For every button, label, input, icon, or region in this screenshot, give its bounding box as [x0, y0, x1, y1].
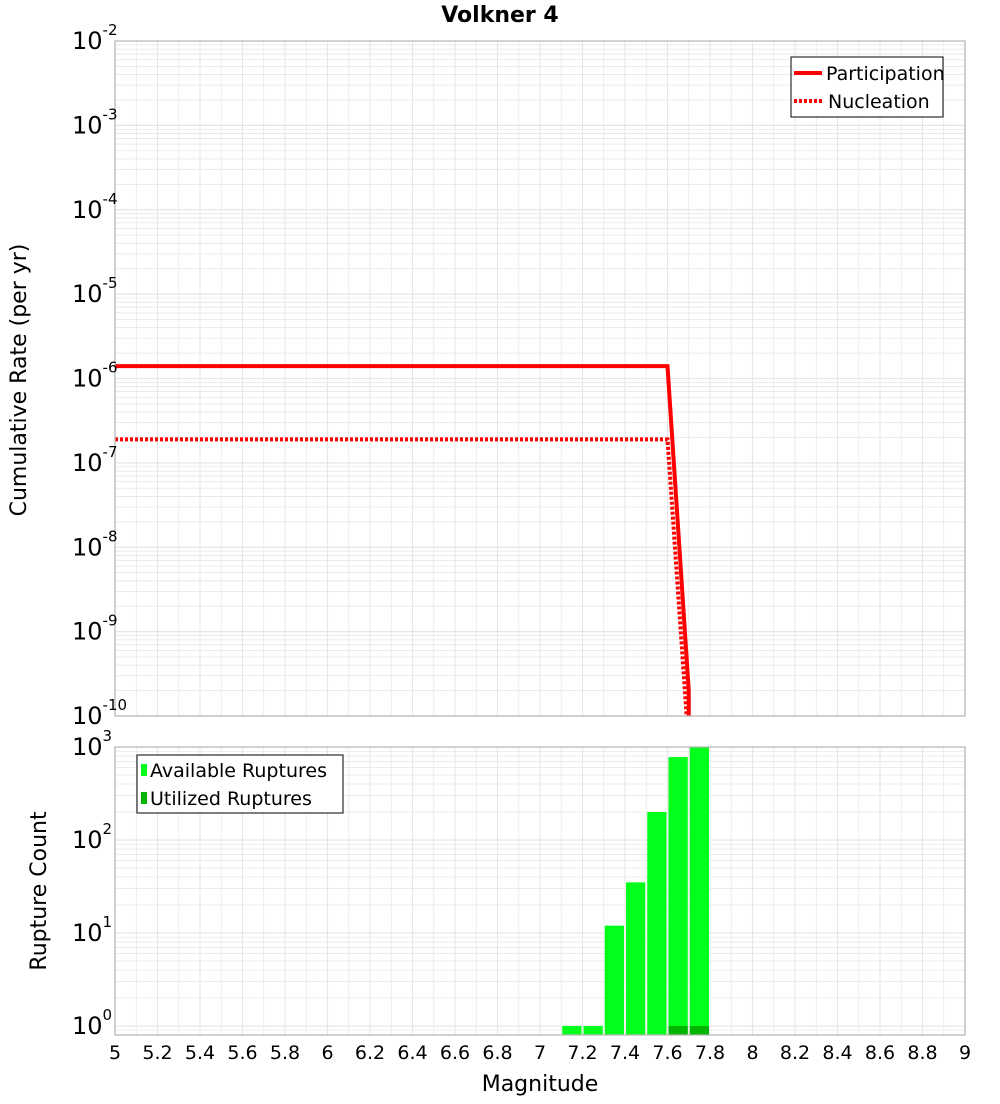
legend-swatch: [141, 764, 147, 776]
y-tick-label: 10-4: [72, 190, 118, 224]
x-tick-label: 8: [746, 1042, 758, 1064]
bottom-y-axis-label: Rupture Count: [27, 811, 52, 971]
x-tick-label: 6: [321, 1042, 333, 1064]
x-axis-label: Magnitude: [482, 1072, 599, 1097]
bar-available: [647, 812, 667, 1035]
x-tick-label: 6.8: [482, 1042, 512, 1064]
x-tick-label: 8.8: [907, 1042, 937, 1064]
x-tick-label: 6.2: [355, 1042, 385, 1064]
top-y-axis-label: Cumulative Rate (per yr): [7, 244, 32, 517]
legend-box: [136, 754, 344, 814]
x-tick-label: 8.6: [865, 1042, 895, 1064]
y-tick-label: 10-9: [72, 612, 118, 646]
y-tick-exponent: -10: [103, 696, 128, 714]
x-tick-label: 7.4: [610, 1042, 640, 1064]
bar-available: [583, 1025, 603, 1035]
x-tick-label: 9: [959, 1042, 971, 1064]
y-tick-exponent: -5: [103, 274, 118, 292]
bar-available: [604, 925, 624, 1035]
x-tick-label: 6.6: [440, 1042, 470, 1064]
x-tick-label: 7.6: [652, 1042, 682, 1064]
x-tick-label: 5.8: [270, 1042, 300, 1064]
y-tick-label: 102: [72, 820, 112, 854]
y-tick-exponent: -9: [103, 612, 118, 630]
legend-label: Nucleation: [828, 91, 930, 113]
x-tick-label: 5: [109, 1042, 121, 1064]
y-tick-label: 10-7: [72, 443, 118, 477]
y-tick-label: 103: [72, 727, 112, 761]
y-tick-label: 10-5: [72, 274, 118, 308]
legend-box: [790, 56, 944, 118]
bar-utilized: [668, 1025, 688, 1035]
chart-title: Volkner 4: [441, 3, 559, 28]
bar-available: [668, 757, 688, 1035]
y-tick-exponent: 3: [103, 727, 113, 745]
x-tick-label: 8.4: [822, 1042, 852, 1064]
legend-label: Available Ruptures: [150, 760, 327, 782]
x-tick-label: 5.6: [227, 1042, 257, 1064]
legend: Available Ruptures Utilized Ruptures: [136, 754, 344, 814]
bar-available: [689, 747, 709, 1035]
y-tick-exponent: -6: [103, 359, 118, 377]
x-tick-label: 5.4: [185, 1042, 215, 1064]
legend: Participation Nucleation: [790, 56, 945, 118]
y-tick-label: 10-8: [72, 527, 118, 561]
bar-available: [626, 882, 646, 1035]
series-line-nucleation: [115, 437, 689, 717]
y-tick-exponent: 2: [103, 820, 113, 838]
legend-label: Utilized Ruptures: [150, 788, 312, 810]
legend-label: Participation: [826, 63, 945, 85]
x-tick-label: 7.2: [567, 1042, 597, 1064]
y-tick-label: 100: [72, 1006, 112, 1040]
x-tick-label: 7: [534, 1042, 546, 1064]
y-tick-exponent: -8: [103, 527, 118, 545]
y-tick-exponent: -4: [103, 190, 118, 208]
legend-swatch: [141, 792, 147, 804]
y-tick-exponent: -2: [103, 21, 118, 39]
y-tick-label: 10-10: [72, 696, 127, 730]
y-tick-exponent: -3: [103, 105, 118, 123]
y-tick-label: 101: [72, 913, 112, 947]
x-tick-label: 6.4: [397, 1042, 427, 1064]
x-tick-label: 8.2: [780, 1042, 810, 1064]
y-tick-exponent: -7: [103, 443, 118, 461]
x-tick-label: 7.8: [695, 1042, 725, 1064]
plot-frame: [114, 746, 966, 1036]
y-tick-label: 10-6: [72, 359, 118, 393]
plot-frame: [114, 40, 966, 717]
y-tick-exponent: 0: [103, 1006, 113, 1024]
y-tick-label: 10-3: [72, 105, 118, 139]
series-line-participation: [115, 364, 691, 716]
x-tick-label: 5.2: [142, 1042, 172, 1064]
x-tick-labels: 5 5.2 5.4 5.6 5.8 6 6.2 6.4 6.6 6.8 7 7.2 7.4 7.6 7.8 8…: [109, 1042, 971, 1064]
rate-plot: 10-2 10-3 10-4 10-5 10-6 10-7 10-8 10-9 10-10 Par…: [72, 21, 966, 730]
bar-utilized: [689, 1025, 709, 1035]
y-tick-exponent: 1: [103, 913, 113, 931]
y-tick-label: 10-2: [72, 21, 118, 55]
bar-available: [562, 1025, 582, 1035]
